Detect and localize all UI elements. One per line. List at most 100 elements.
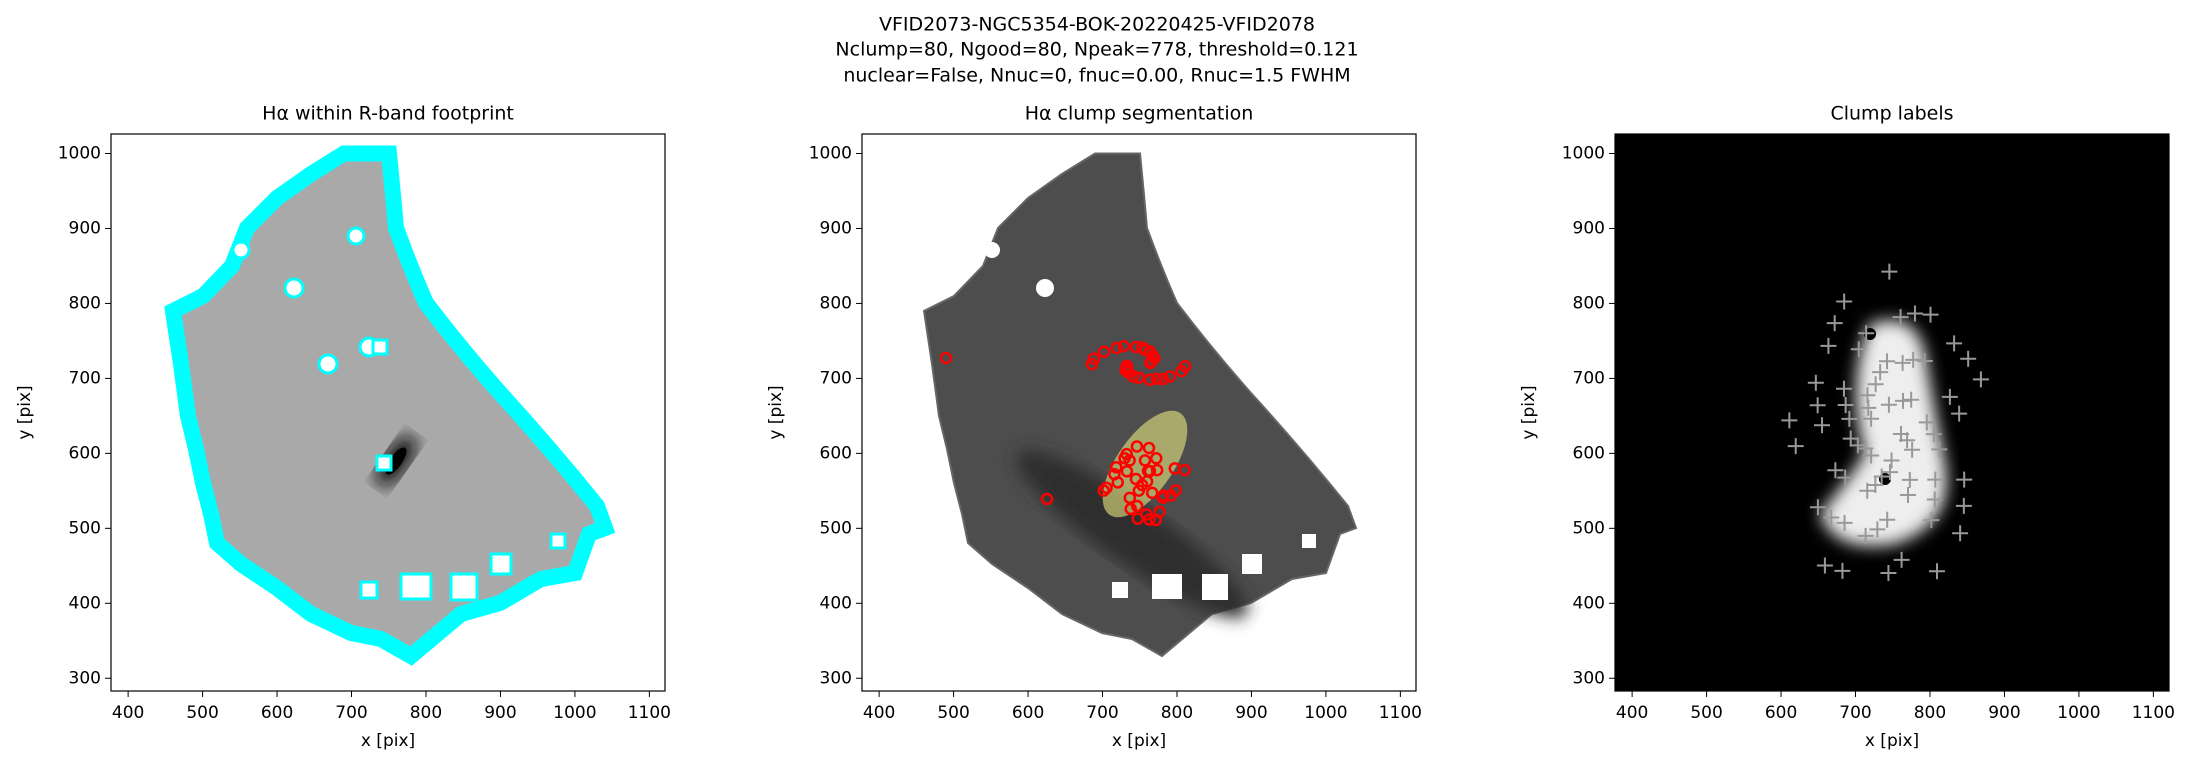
y-tick-label: 400 xyxy=(1573,593,1605,613)
x-tick-label: 700 xyxy=(1839,703,1871,723)
y-tick-label: 500 xyxy=(1573,518,1605,538)
x-tick-label: 400 xyxy=(863,703,895,723)
label-cross xyxy=(1955,497,1972,514)
y-tick-label: 900 xyxy=(1573,218,1605,238)
label-cross xyxy=(1814,417,1831,434)
label-cross xyxy=(1905,351,1922,368)
y-tick-label: 900 xyxy=(69,218,101,238)
clump-marker xyxy=(1143,464,1157,478)
clump-marker xyxy=(1135,478,1149,492)
clump-marker xyxy=(1139,343,1152,357)
label-cross xyxy=(1837,469,1854,486)
axes-frame xyxy=(110,133,666,692)
clump-marker xyxy=(1130,499,1144,513)
clump-marker xyxy=(1040,492,1054,506)
y-tick-label: 1000 xyxy=(58,143,101,163)
label-cross xyxy=(1946,335,1963,352)
clump-marker xyxy=(939,351,953,365)
label-cross xyxy=(1901,471,1918,488)
x-tick-label: 700 xyxy=(1086,703,1118,723)
label-cross xyxy=(1809,499,1826,516)
label-cross xyxy=(1849,437,1866,454)
y-axis-label: y [pix] xyxy=(1519,385,1539,439)
y-tick-label: 900 xyxy=(820,218,852,238)
label-cross xyxy=(1869,521,1886,538)
clump-marker xyxy=(1120,465,1134,478)
label-cross xyxy=(1883,452,1900,469)
label-cross xyxy=(1916,352,1933,369)
x-tick-label: 1000 xyxy=(553,703,596,723)
label-cross xyxy=(1872,364,1889,381)
label-cross xyxy=(1972,371,1989,388)
y-axis-label: y [pix] xyxy=(15,385,35,439)
label-cross xyxy=(1858,325,1875,342)
label-cross xyxy=(1899,486,1916,503)
label-cross xyxy=(1951,405,1968,422)
image-labels xyxy=(1615,134,2169,691)
label-cross xyxy=(1941,388,1958,405)
x-tick-label: 1100 xyxy=(1379,703,1422,723)
label-cross xyxy=(1859,482,1876,499)
label-cross xyxy=(1809,397,1826,414)
label-cross xyxy=(1841,410,1858,427)
y-tick-label: 400 xyxy=(69,593,101,613)
x-tick-label: 1000 xyxy=(2057,703,2100,723)
x-tick-label: 800 xyxy=(1914,703,1946,723)
clump-marker xyxy=(1108,468,1121,481)
image-footprint xyxy=(148,154,605,657)
label-cross xyxy=(1956,471,1973,488)
x-tick-label: 500 xyxy=(937,703,969,723)
y-tick-label: 700 xyxy=(69,368,101,388)
figure-title: nuclear=False, Nnuc=0, fnuc=0.00, Rnuc=1… xyxy=(843,65,1350,87)
label-cross xyxy=(1960,350,1977,367)
x-axis-label: x [pix] xyxy=(1112,731,1166,751)
label-cross xyxy=(1879,353,1896,370)
axes-title: Clump labels xyxy=(1830,103,1953,125)
figure-title: Nclump=80, Ngood=80, Npeak=778, threshol… xyxy=(835,39,1358,61)
label-cross xyxy=(1880,564,1897,581)
clump-marker xyxy=(1120,361,1134,375)
label-cross xyxy=(1926,491,1943,508)
x-axis-label: x [pix] xyxy=(1865,731,1919,751)
figure-title: VFID2073-NGC5354-BOK-20220425-VFID2078 xyxy=(879,14,1315,36)
x-tick-label: 400 xyxy=(112,703,144,723)
label-cross xyxy=(1873,468,1890,485)
label-cross xyxy=(1867,376,1884,393)
clump-marker xyxy=(1117,339,1131,353)
label-cross xyxy=(1787,438,1804,455)
clump-marker xyxy=(1145,355,1158,368)
clump-marker xyxy=(1156,372,1170,386)
clump-marker xyxy=(1145,486,1159,500)
y-tick-label: 700 xyxy=(820,368,852,388)
clump-marker xyxy=(1138,454,1152,467)
clump-marker xyxy=(1110,461,1123,474)
clump-marker xyxy=(1178,463,1191,477)
axes-frame xyxy=(1614,133,2170,692)
axes-title: Hα clump segmentation xyxy=(1025,103,1254,125)
label-cross xyxy=(1918,414,1935,431)
label-cross xyxy=(1931,441,1948,458)
label-cross xyxy=(1820,337,1837,354)
x-tick-label: 1100 xyxy=(2132,703,2175,723)
x-tick-label: 800 xyxy=(410,703,442,723)
label-cross xyxy=(1925,426,1942,443)
clump-marker xyxy=(1087,352,1101,365)
x-tick-label: 500 xyxy=(186,703,218,723)
x-tick-label: 1100 xyxy=(628,703,671,723)
y-axis-label: y [pix] xyxy=(766,385,786,439)
label-cross xyxy=(1863,410,1880,427)
y-tick-label: 600 xyxy=(1573,443,1605,463)
clump-marker xyxy=(1156,491,1170,504)
y-tick-label: 500 xyxy=(69,518,101,538)
label-cross xyxy=(1816,557,1833,574)
y-tick-label: 600 xyxy=(69,443,101,463)
label-cross xyxy=(1857,527,1874,544)
y-tick-label: 600 xyxy=(820,443,852,463)
clump-marker xyxy=(1150,452,1163,465)
clump-marker xyxy=(1132,371,1146,384)
clump-marker xyxy=(1163,370,1177,383)
clump-marker xyxy=(1143,373,1157,386)
clump-marker xyxy=(1131,512,1144,525)
x-tick-label: 1000 xyxy=(1304,703,1347,723)
label-cross xyxy=(1952,525,1969,542)
